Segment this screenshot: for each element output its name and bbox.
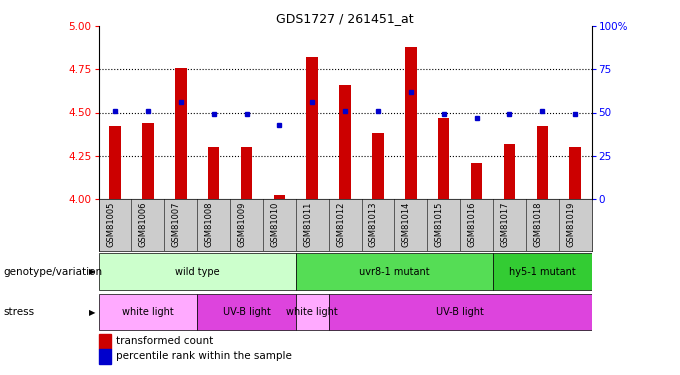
Text: GSM81006: GSM81006 — [139, 201, 148, 247]
Bar — [328, 294, 592, 330]
Text: UV-B light: UV-B light — [222, 307, 271, 317]
Text: GSM81016: GSM81016 — [468, 201, 477, 247]
Text: GSM81018: GSM81018 — [533, 201, 542, 247]
Bar — [175, 68, 186, 199]
Text: UV-B light: UV-B light — [436, 307, 484, 317]
Text: GSM81014: GSM81014 — [402, 201, 411, 247]
Text: GSM81007: GSM81007 — [172, 201, 181, 247]
Text: percentile rank within the sample: percentile rank within the sample — [116, 351, 292, 361]
Text: white light: white light — [286, 307, 338, 317]
Bar — [504, 144, 515, 199]
Bar — [372, 133, 384, 199]
Bar — [99, 294, 197, 330]
Bar — [197, 294, 296, 330]
Bar — [471, 162, 482, 199]
Bar — [493, 254, 592, 290]
Text: GSM81011: GSM81011 — [303, 201, 312, 247]
Bar — [296, 254, 493, 290]
Text: GSM81005: GSM81005 — [106, 201, 115, 247]
Text: GSM81010: GSM81010 — [271, 201, 279, 247]
Text: GSM81012: GSM81012 — [336, 201, 345, 247]
Bar — [307, 57, 318, 199]
Bar — [296, 294, 328, 330]
Text: genotype/variation: genotype/variation — [3, 267, 103, 277]
Text: ▶: ▶ — [88, 308, 95, 316]
Text: GSM81017: GSM81017 — [500, 201, 509, 247]
Text: ▶: ▶ — [88, 267, 95, 276]
Text: GSM81015: GSM81015 — [435, 201, 444, 247]
Text: hy5-1 mutant: hy5-1 mutant — [509, 267, 576, 277]
Bar — [569, 147, 581, 199]
Bar — [405, 47, 417, 199]
Text: uvr8-1 mutant: uvr8-1 mutant — [359, 267, 430, 277]
Bar — [273, 195, 285, 199]
Text: wild type: wild type — [175, 267, 220, 277]
Text: white light: white light — [122, 307, 174, 317]
Bar — [241, 147, 252, 199]
Bar — [208, 147, 220, 199]
Text: transformed count: transformed count — [116, 336, 213, 346]
Title: GDS1727 / 261451_at: GDS1727 / 261451_at — [276, 12, 414, 25]
Bar — [537, 126, 548, 199]
Bar — [438, 118, 449, 199]
Bar — [109, 126, 121, 199]
Text: GSM81009: GSM81009 — [237, 201, 246, 247]
Text: stress: stress — [3, 307, 35, 317]
Text: GSM81008: GSM81008 — [205, 201, 214, 247]
Text: GSM81013: GSM81013 — [369, 201, 378, 247]
Bar — [99, 254, 296, 290]
Text: GSM81019: GSM81019 — [566, 201, 575, 247]
Bar — [142, 123, 154, 199]
Bar — [339, 85, 351, 199]
